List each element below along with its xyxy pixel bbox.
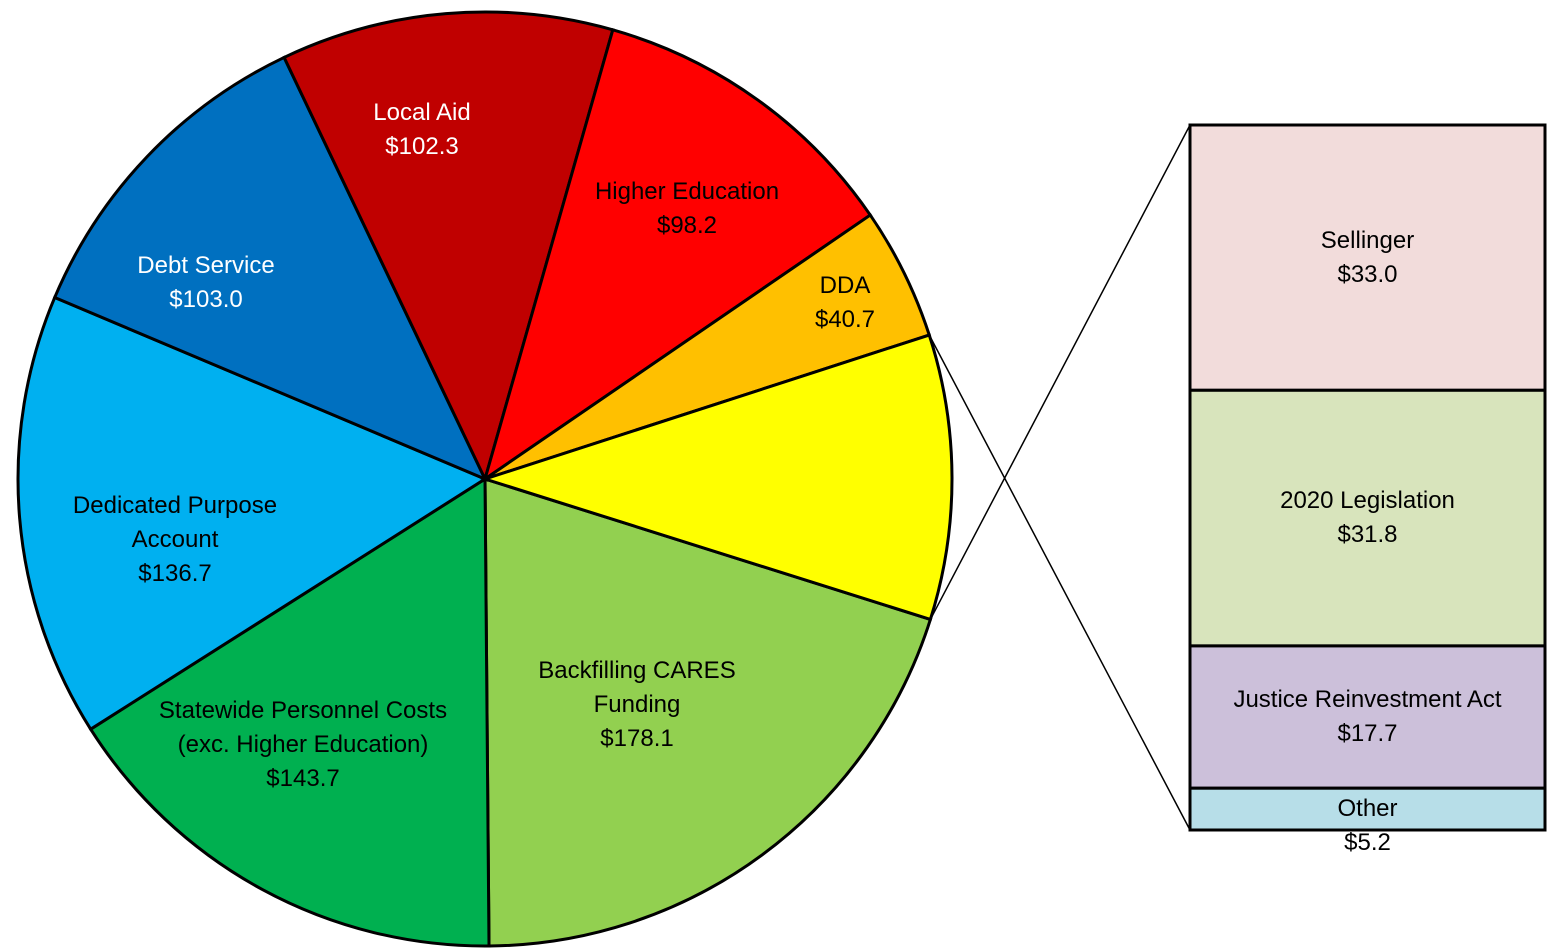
data-label: Statewide Personnel Costs (exc. Higher E… <box>158 694 448 796</box>
pie-slice <box>88 476 491 948</box>
label-value: $31.8 <box>1337 521 1398 549</box>
label-name: Debt Service <box>137 252 275 279</box>
data-label: Debt Service $103.0 <box>86 249 326 317</box>
label-name: Statewide Personnel Costs (exc. Higher E… <box>158 697 448 758</box>
label-value: $40.7 <box>814 306 876 333</box>
pie-slice <box>480 333 954 622</box>
label-name: 2020 Legislation <box>1280 487 1455 515</box>
label-value: $178.1 <box>600 725 674 752</box>
bar-segment <box>1188 388 1547 648</box>
data-label: DDA $40.7 <box>785 269 905 337</box>
data-label: Justice Reinvestment Act $17.7 <box>1190 683 1545 751</box>
data-label: Local Aid $102.3 <box>322 96 522 164</box>
label-value: $98.2 <box>656 212 718 239</box>
label-value: $102.3 <box>385 133 459 160</box>
pie-slice <box>483 476 933 948</box>
label-value: $33.0 <box>1337 260 1398 288</box>
data-label: Other $5.2 <box>1190 792 1545 860</box>
connector-line <box>928 334 1191 831</box>
bar-segment <box>1188 786 1547 832</box>
connector-line <box>929 124 1191 620</box>
label-name: Justice Reinvestment Act <box>1233 686 1502 714</box>
label-name: DDA <box>819 272 871 299</box>
bar-segment <box>1188 644 1547 790</box>
data-label: 2020 Legislation $31.8 <box>1190 484 1545 552</box>
data-label: Backfilling CARES Funding $178.1 <box>507 654 767 756</box>
data-label: Sellinger $33.0 <box>1190 224 1545 292</box>
label-name: Local Aid <box>373 99 471 126</box>
data-label: Higher Education $98.2 <box>562 175 812 243</box>
pie-slice <box>482 27 873 483</box>
pie-slice <box>282 10 615 484</box>
label-name: Dedicated Purpose Account <box>72 492 278 553</box>
label-name: Other <box>1337 795 1398 823</box>
label-value: $5.2 <box>1344 829 1391 857</box>
pie-slice <box>16 295 489 732</box>
label-name: Higher Education <box>594 178 780 205</box>
label-value: $103.0 <box>169 286 243 313</box>
pie-slice <box>52 55 489 482</box>
label-value: $17.7 <box>1337 720 1398 748</box>
label-name: Backfilling CARES Funding <box>538 657 736 718</box>
label-value: $143.7 <box>266 765 340 792</box>
label-name: Sellinger <box>1320 226 1415 254</box>
label-value: $136.7 <box>138 560 212 587</box>
bar-segment <box>1188 123 1547 392</box>
data-label: Dedicated Purpose Account $136.7 <box>35 489 315 591</box>
